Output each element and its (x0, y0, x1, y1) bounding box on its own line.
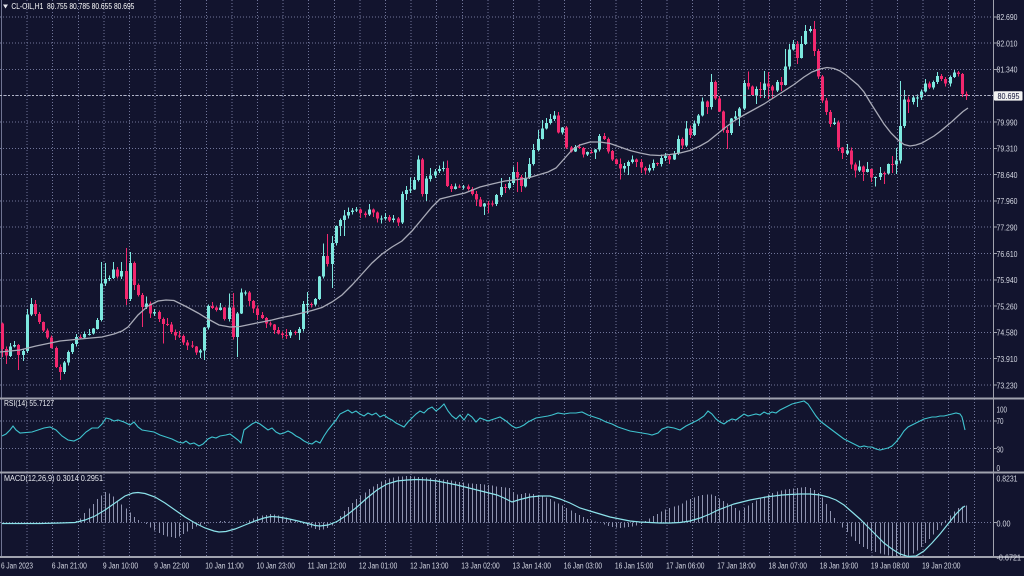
svg-text:0: 0 (997, 464, 1001, 473)
svg-text:81.340: 81.340 (997, 66, 1018, 75)
svg-text:19 Jan 08:00: 19 Jan 08:00 (871, 562, 910, 571)
svg-text:RSI(14) 55.7127: RSI(14) 55.7127 (4, 399, 54, 408)
svg-text:6 Jan 2023: 6 Jan 2023 (1, 562, 33, 571)
svg-text:77.290: 77.290 (997, 224, 1018, 233)
svg-text:73.230: 73.230 (997, 381, 1018, 390)
svg-text:18 Jan 07:00: 18 Jan 07:00 (769, 562, 808, 571)
svg-text:11 Jan 12:00: 11 Jan 12:00 (308, 562, 347, 571)
svg-text:79.310: 79.310 (997, 145, 1018, 154)
svg-text:9 Jan 22:00: 9 Jan 22:00 (154, 562, 190, 571)
svg-text:17 Jan 18:00: 17 Jan 18:00 (717, 562, 756, 571)
svg-text:13 Jan 02:00: 13 Jan 02:00 (461, 562, 500, 571)
svg-text:30: 30 (997, 445, 1004, 454)
svg-text:6 Jan 21:00: 6 Jan 21:00 (52, 562, 88, 571)
svg-text:13 Jan 14:00: 13 Jan 14:00 (513, 562, 552, 571)
svg-text:0.00: 0.00 (997, 519, 1011, 528)
svg-text:CL-OIL,H1 80.755 80.785 80.65: CL-OIL,H1 80.755 80.785 80.655 80.695 (11, 2, 134, 11)
svg-text:82.010: 82.010 (997, 39, 1018, 48)
svg-text:73.910: 73.910 (997, 355, 1018, 364)
svg-text:79.990: 79.990 (997, 118, 1018, 127)
svg-text:18 Jan 19:00: 18 Jan 19:00 (820, 562, 859, 571)
svg-text:74.580: 74.580 (997, 329, 1018, 338)
svg-text:75.260: 75.260 (997, 302, 1018, 311)
svg-text:12 Jan 13:00: 12 Jan 13:00 (410, 562, 449, 571)
svg-text:16 Jan 03:00: 16 Jan 03:00 (564, 562, 603, 571)
svg-text:MACD(12,26,9) 0.3014 0.2951: MACD(12,26,9) 0.3014 0.2951 (4, 474, 103, 483)
svg-text:19 Jan 20:00: 19 Jan 20:00 (922, 562, 961, 571)
svg-text:9 Jan 10:00: 9 Jan 10:00 (103, 562, 139, 571)
svg-text:70: 70 (997, 417, 1004, 426)
svg-text:12 Jan 01:00: 12 Jan 01:00 (359, 562, 398, 571)
svg-text:82.690: 82.690 (997, 13, 1018, 22)
svg-text:78.640: 78.640 (997, 171, 1018, 180)
svg-text:16 Jan 15:00: 16 Jan 15:00 (615, 562, 654, 571)
svg-text:76.610: 76.610 (997, 250, 1018, 259)
svg-text:10 Jan 11:00: 10 Jan 11:00 (205, 562, 244, 571)
svg-text:75.940: 75.940 (997, 276, 1018, 285)
svg-text:77.960: 77.960 (997, 197, 1018, 206)
svg-text:-0.6721: -0.6721 (997, 554, 1022, 563)
svg-text:80.695: 80.695 (998, 92, 1020, 101)
svg-text:17 Jan 06:00: 17 Jan 06:00 (666, 562, 705, 571)
svg-text:0.8231: 0.8231 (997, 475, 1018, 484)
svg-text:10 Jan 23:00: 10 Jan 23:00 (257, 562, 296, 571)
svg-text:100: 100 (997, 406, 1008, 415)
